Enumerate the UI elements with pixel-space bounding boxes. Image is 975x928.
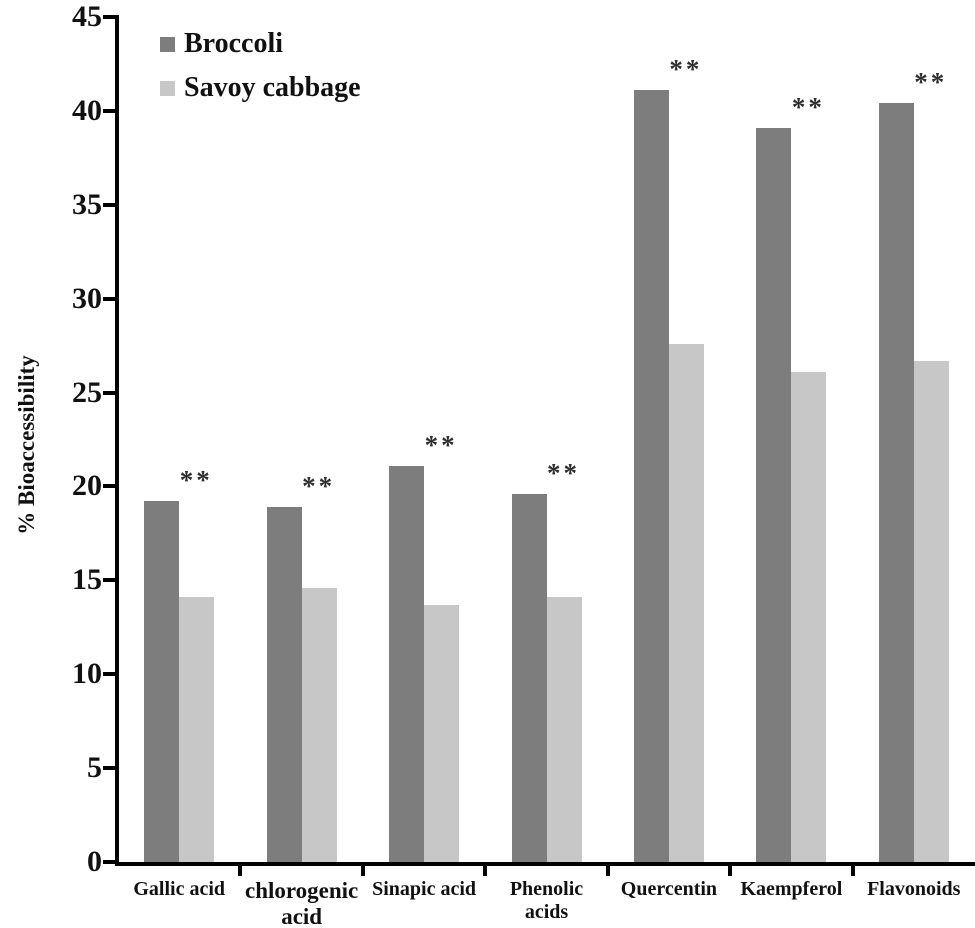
y-tick-label: 30 (72, 281, 102, 315)
legend: Broccoli Savoy cabbage (160, 22, 361, 110)
x-category-label-quercentin: Quercentin (620, 878, 718, 900)
x-tick-mark (728, 862, 733, 876)
bar-savoy-cabbage-sinapic-acid (424, 604, 460, 862)
bar-savoy-cabbage-phenolic-acids (546, 597, 582, 862)
y-tick-mark (103, 860, 116, 864)
y-tick-label: 40 (72, 93, 102, 127)
bar-savoy-cabbage-gallic-acid (179, 597, 215, 862)
y-tick-label: 15 (72, 563, 102, 597)
x-category-label-sinapic-acid: Sinapic acid (372, 878, 477, 900)
significance-marker-sinapic-acid: ** (424, 429, 458, 460)
y-tick-mark (103, 15, 116, 19)
x-category-label-kaempferol: Kaempferol (740, 878, 843, 900)
bar-savoy-cabbage-quercentin (668, 343, 704, 862)
bar-savoy-cabbage-kaempferol (791, 371, 827, 862)
significance-marker-quercentin: ** (669, 54, 703, 85)
bar-savoy-cabbage-chlorogenic-acid (301, 587, 337, 862)
bar-savoy-cabbage-flavonoids (913, 360, 949, 862)
bar-broccoli-gallic-acid (144, 501, 180, 862)
x-category-label-flavonoids: Flavonoids (867, 878, 961, 900)
bar-broccoli-quercentin (633, 90, 669, 862)
y-tick-mark (103, 108, 116, 113)
legend-label-broccoli: Broccoli (184, 28, 284, 59)
bar-broccoli-sinapic-acid (389, 465, 425, 862)
significance-marker-kaempferol: ** (791, 91, 825, 122)
y-tick-label: 20 (72, 469, 102, 503)
y-tick-label: 5 (87, 751, 102, 785)
bar-broccoli-phenolic-acids (511, 493, 547, 862)
y-tick-label: 10 (72, 657, 102, 691)
y-tick-mark (103, 484, 116, 489)
significance-marker-phenolic-acids: ** (547, 457, 580, 488)
legend-swatch-savoy-cabbage (160, 80, 175, 96)
significance-marker-chlorogenic-acid: ** (302, 471, 336, 502)
y-tick-mark (103, 578, 116, 583)
x-tick-mark (605, 862, 610, 876)
x-axis-line (115, 862, 975, 866)
significance-marker-gallic-acid: ** (179, 465, 213, 496)
y-tick-mark (103, 390, 116, 395)
x-category-label-gallic-acid: Gallic acid (133, 878, 226, 900)
bar-broccoli-kaempferol (756, 127, 792, 862)
significance-marker-flavonoids: ** (914, 67, 948, 98)
legend-swatch-broccoli (160, 36, 175, 52)
y-tick-label: 0 (87, 845, 102, 878)
x-category-label-phenolic-acids: Phenolic acids (509, 878, 584, 923)
x-tick-mark (850, 862, 855, 876)
x-category-label-chlorogenic-acid: chlorogenic acid (244, 878, 359, 928)
x-tick-mark (360, 862, 365, 876)
x-tick-mark (483, 862, 488, 876)
bar-broccoli-chlorogenic-acid (266, 507, 302, 862)
y-tick-label: 35 (72, 187, 102, 221)
legend-label-savoy-cabbage: Savoy cabbage (184, 72, 361, 103)
y-tick-label: 25 (72, 375, 102, 409)
legend-item-savoy-cabbage: Savoy cabbage (160, 66, 361, 110)
x-tick-mark (238, 862, 243, 876)
bar-broccoli-flavonoids (878, 103, 914, 862)
y-axis-line (115, 15, 119, 866)
y-tick-mark (103, 202, 116, 207)
y-tick-mark (103, 766, 116, 771)
y-tick-mark (103, 672, 116, 677)
y-tick-mark (103, 296, 116, 301)
y-axis-title: % Bioaccessibility (14, 355, 39, 535)
legend-item-broccoli: Broccoli (160, 22, 361, 66)
y-tick-label: 45 (72, 0, 102, 33)
